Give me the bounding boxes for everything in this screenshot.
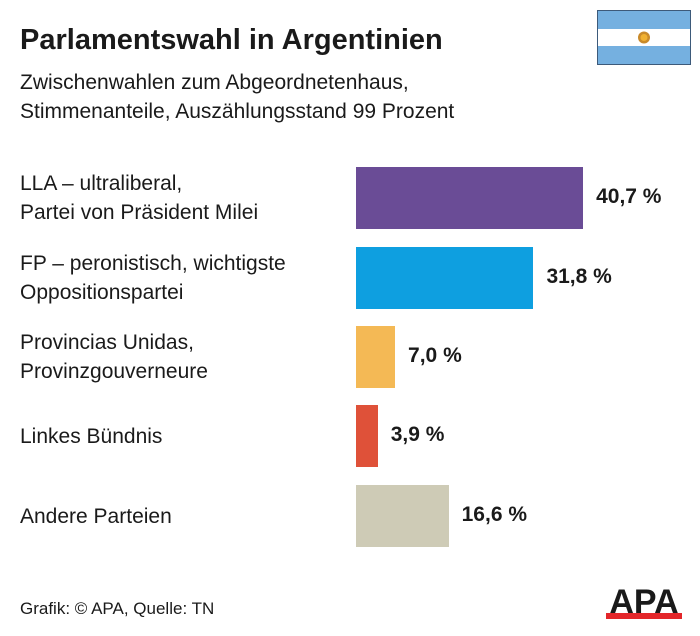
category-label-line: Provinzgouverneure — [20, 360, 208, 383]
chart-subtitle: Zwischenwahlen zum Abgeordnetenhaus, Sti… — [20, 68, 454, 126]
category-label: Provincias Unidas, Provinzgouverneure — [20, 328, 208, 386]
source-note: Grafik: © APA, Quelle: TN — [20, 599, 215, 618]
category-label-line: Partei von Präsident Milei — [20, 201, 259, 224]
data-label: 7,0 % — [408, 344, 462, 367]
bar — [356, 405, 378, 467]
bar — [356, 247, 534, 309]
category-label-line: Linkes Bündnis — [20, 424, 163, 448]
apa-logo: APA — [604, 583, 684, 626]
data-label: 31,8 % — [546, 265, 612, 288]
bar — [356, 167, 584, 229]
argentina-flag-icon — [597, 10, 691, 65]
bar — [356, 326, 396, 388]
category-label-line: Provincias Unidas, — [20, 331, 194, 354]
category-label: LLA – ultraliberal, Partei von Präsident … — [20, 169, 258, 227]
subtitle-line: Zwischenwahlen zum Abgeordnetenhaus, — [20, 71, 409, 94]
category-label-line: Oppositionspartei — [20, 281, 184, 304]
category-label: Andere Parteien — [20, 502, 172, 531]
category-label-line: Andere Parteien — [20, 504, 172, 528]
chart-title: Parlamentswahl in Argentinien — [20, 24, 443, 56]
category-label: FP – peronistisch, wichtigste Oppositions… — [20, 249, 286, 307]
category-label-line: FP – peronistisch, wichtigste — [20, 252, 286, 275]
subtitle-line: Stimmenanteile, Auszählungsstand 99 Proz… — [20, 100, 455, 123]
data-label: 3,9 % — [390, 423, 445, 446]
category-label: Linkes Bündnis — [20, 422, 162, 451]
data-label: 16,6 % — [461, 503, 528, 526]
bar — [356, 485, 449, 547]
data-label: 40,7 % — [596, 185, 662, 208]
category-label-line: LLA – ultraliberal, — [20, 172, 183, 195]
